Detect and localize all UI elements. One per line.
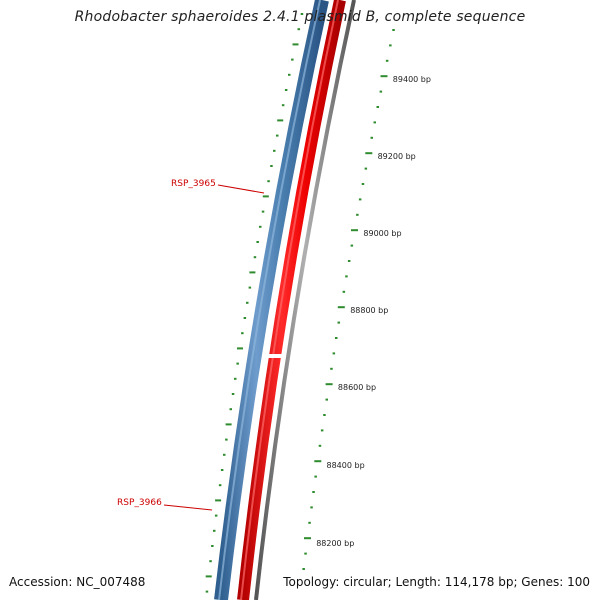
topology-value: circular xyxy=(343,575,388,589)
map-title: Rhodobacter sphaeroides 2.4.1 plasmid B,… xyxy=(74,9,526,25)
scale-tick-label: 89400 bp xyxy=(393,75,431,84)
leader-line-rsp-3966 xyxy=(163,504,213,511)
reverse-strand-track xyxy=(237,0,346,600)
gene-label-rsp-3965[interactable]: RSP_3965 xyxy=(171,179,216,189)
inner-gc-ticks xyxy=(205,13,304,593)
genes-value: 100 xyxy=(567,575,590,589)
scale-tick-label: 88800 bp xyxy=(350,306,388,315)
forward-strand-track xyxy=(214,0,329,600)
scale-tick-label: 88600 bp xyxy=(338,383,376,392)
sequence-summary: Topology: circular; Length: 114,178 bp; … xyxy=(283,575,590,589)
backbone-circle xyxy=(254,0,356,600)
accession-info: Accession: NC_007488 xyxy=(9,575,145,589)
gene-label-rsp-3966[interactable]: RSP_3966 xyxy=(117,498,162,508)
scale-tick-label: 88400 bp xyxy=(327,461,365,470)
reverse-strand-highlight xyxy=(240,0,339,600)
scale-tick-label: 88200 bp xyxy=(316,539,354,548)
genes-label: Genes: xyxy=(521,575,564,589)
scale-ruler: 89400 bp 89200 bp 89000 bp 88800 bp 88600 bp… xyxy=(302,29,431,570)
length-label: Length: xyxy=(395,575,441,589)
scale-tick-label: 89000 bp xyxy=(363,229,401,238)
accession-value: NC_007488 xyxy=(76,575,146,589)
topology-label: Topology: xyxy=(283,575,340,589)
leader-line-rsp-3965 xyxy=(217,184,265,194)
forward-strand-highlight xyxy=(218,0,321,600)
length-value: 114,178 bp xyxy=(444,575,514,589)
scale-tick-label: 89200 bp xyxy=(378,152,416,161)
accession-label: Accession: xyxy=(9,575,73,589)
